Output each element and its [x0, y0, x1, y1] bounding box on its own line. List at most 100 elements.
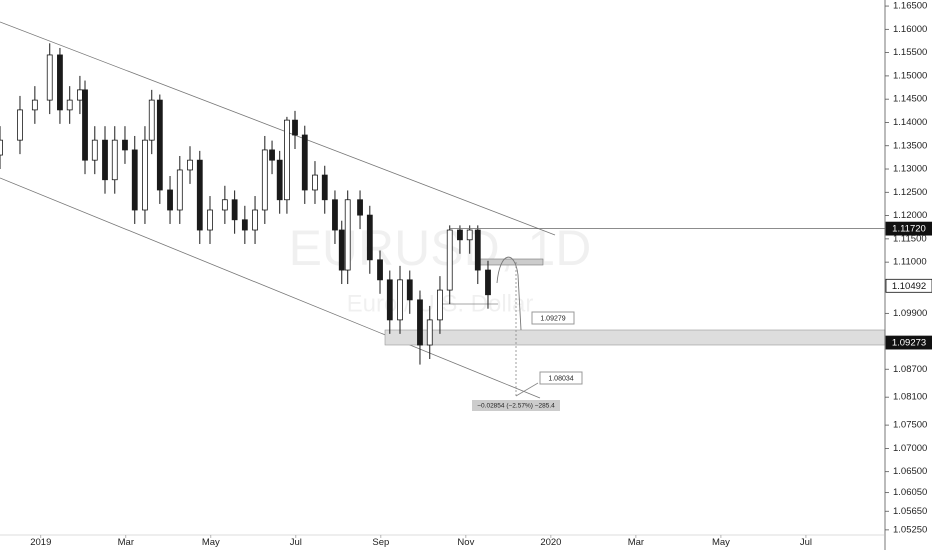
candle-body [301, 134, 308, 191]
candle-body [312, 174, 318, 191]
price-tag [885, 221, 932, 236]
candle-body [252, 209, 258, 231]
candle-body [269, 149, 275, 161]
y-tick-label: 1.08700 [893, 364, 927, 375]
candle-body [417, 299, 423, 346]
candle-body [102, 139, 108, 181]
candle-body [366, 214, 373, 261]
x-tick-label: Sep [372, 537, 389, 548]
projection-arrow [496, 256, 522, 331]
candle-body [148, 99, 155, 141]
candle-body [377, 259, 383, 281]
y-tick-label: 1.11000 [893, 257, 927, 268]
candle-body [156, 99, 163, 191]
y-tick-label: 1.07000 [893, 443, 927, 454]
y-tick-label: 1.15000 [893, 70, 927, 81]
candle-body [386, 279, 393, 321]
y-tick-label: 1.14000 [893, 117, 927, 128]
plot [0, 43, 491, 365]
candle-body [66, 99, 73, 111]
candle-body [338, 229, 345, 271]
candle-body [446, 229, 453, 291]
candle-body [176, 169, 183, 211]
candle-body [457, 229, 463, 241]
candle-body [167, 189, 173, 211]
price-tag-label: 1.09273 [892, 338, 926, 349]
candle-body [221, 199, 228, 211]
candle-body [46, 54, 53, 101]
y-tick-label: 1.13000 [893, 164, 927, 175]
candle-body [292, 119, 298, 136]
x-tick-label: Mar [118, 537, 134, 548]
y-tick-label: 1.12000 [893, 210, 927, 221]
candle-body [57, 54, 63, 111]
candle-body [344, 199, 351, 271]
y-tick-label: 1.16000 [893, 24, 927, 35]
candle-body [426, 319, 433, 346]
candle-body [357, 199, 363, 216]
candle-body [485, 269, 491, 296]
support-zone [384, 329, 886, 346]
candle-body [131, 149, 138, 211]
y-tick-label: 1.12500 [893, 187, 927, 198]
x-tick-label: May [712, 537, 730, 548]
y-tick-label: 1.07500 [893, 420, 927, 431]
candle-body [91, 139, 98, 161]
candle-body [231, 199, 238, 221]
candle-body [111, 139, 118, 181]
y-tick-label: 1.08100 [893, 392, 927, 403]
x-tick-label: May [202, 537, 220, 548]
y-tick-label: 1.05650 [893, 506, 927, 517]
candle-body [284, 119, 290, 201]
price-tag-label: 1.10492 [892, 281, 926, 292]
target-box [531, 311, 575, 325]
x-tick-label: Nov [457, 537, 474, 548]
y-tick-label: 1.14500 [893, 94, 927, 105]
candle-body [0, 139, 3, 156]
x-tick-label: Mar [628, 537, 644, 548]
measure-box [472, 400, 560, 411]
candle-body [474, 229, 481, 271]
measure-label: −0.02854 (−2.57%) −285.4 [477, 403, 555, 410]
x-tick-label: 2019 [30, 537, 51, 548]
candle-body [437, 289, 443, 321]
candle-body [332, 199, 338, 231]
candle-body [261, 149, 268, 211]
candle-body [82, 89, 88, 161]
channel-upper [0, 21, 556, 236]
candle-body [142, 139, 148, 211]
candle-body [17, 109, 23, 141]
candle-body [466, 229, 473, 241]
candle-body [122, 139, 128, 151]
channel-lower [0, 177, 541, 399]
x-tick-label: 2020 [540, 537, 561, 548]
target-label: 1.09279 [540, 315, 565, 322]
y-tick-label: 1.16500 [893, 1, 927, 12]
x-tick-label: Jul [290, 537, 302, 548]
target-box [539, 371, 583, 385]
y-tick-label: 1.15500 [893, 47, 927, 58]
candle-body [406, 279, 413, 301]
candle-body [207, 209, 213, 231]
y-tick-label: 1.11500 [893, 233, 927, 244]
candle-body [77, 89, 83, 101]
candle-body [196, 159, 203, 231]
y-tick-label: 1.06500 [893, 466, 927, 477]
candle-body [276, 159, 283, 201]
y-tick-label: 1.13500 [893, 140, 927, 151]
target-label: 1.08034 [548, 375, 573, 382]
x-tick-label: Jul [800, 537, 812, 548]
y-tick-label: 1.09900 [893, 308, 927, 319]
candle-body [321, 174, 328, 201]
resistance-zone [476, 258, 544, 266]
price-tag-label: 1.11720 [892, 224, 926, 235]
measure-pointer [515, 382, 539, 397]
candle-body [397, 279, 403, 321]
price-tag [885, 335, 932, 350]
y-tick-label: 1.05250 [893, 524, 927, 535]
candle-body [187, 159, 193, 171]
candle-body [31, 99, 38, 111]
candle-body [241, 219, 248, 231]
